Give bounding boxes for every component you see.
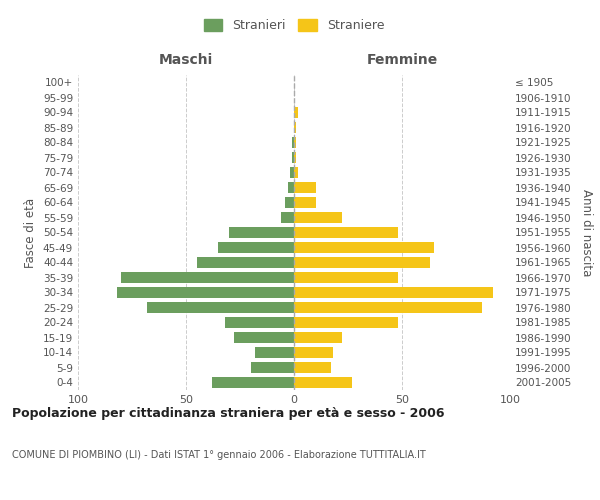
Bar — [290, 167, 294, 178]
Bar — [281, 212, 294, 223]
Bar — [294, 272, 398, 283]
Bar — [292, 152, 294, 163]
Bar — [294, 107, 298, 118]
Bar — [294, 197, 316, 208]
Text: Femmine: Femmine — [367, 54, 437, 68]
Bar — [294, 347, 333, 358]
Text: Popolazione per cittadinanza straniera per età e sesso - 2006: Popolazione per cittadinanza straniera p… — [12, 408, 445, 420]
Bar — [286, 197, 294, 208]
Bar — [233, 332, 294, 343]
Bar — [294, 332, 341, 343]
Bar — [294, 287, 493, 298]
Text: Maschi: Maschi — [159, 54, 213, 68]
Bar — [197, 257, 294, 268]
Bar — [294, 212, 341, 223]
Bar — [294, 152, 296, 163]
Bar — [251, 362, 294, 373]
Bar — [294, 377, 352, 388]
Y-axis label: Anni di nascita: Anni di nascita — [580, 189, 593, 276]
Bar — [287, 182, 294, 193]
Bar — [292, 137, 294, 148]
Bar — [294, 317, 398, 328]
Legend: Stranieri, Straniere: Stranieri, Straniere — [199, 14, 389, 38]
Bar — [294, 122, 296, 133]
Bar — [294, 257, 430, 268]
Bar — [229, 227, 294, 238]
Bar — [294, 137, 296, 148]
Bar — [294, 167, 298, 178]
Bar — [147, 302, 294, 313]
Bar — [294, 362, 331, 373]
Bar — [117, 287, 294, 298]
Bar — [294, 242, 434, 253]
Bar — [294, 227, 398, 238]
Bar — [294, 302, 482, 313]
Text: COMUNE DI PIOMBINO (LI) - Dati ISTAT 1° gennaio 2006 - Elaborazione TUTTITALIA.I: COMUNE DI PIOMBINO (LI) - Dati ISTAT 1° … — [12, 450, 426, 460]
Y-axis label: Fasce di età: Fasce di età — [25, 198, 37, 268]
Bar — [294, 182, 316, 193]
Bar — [218, 242, 294, 253]
Bar — [255, 347, 294, 358]
Bar — [225, 317, 294, 328]
Bar — [212, 377, 294, 388]
Bar — [121, 272, 294, 283]
